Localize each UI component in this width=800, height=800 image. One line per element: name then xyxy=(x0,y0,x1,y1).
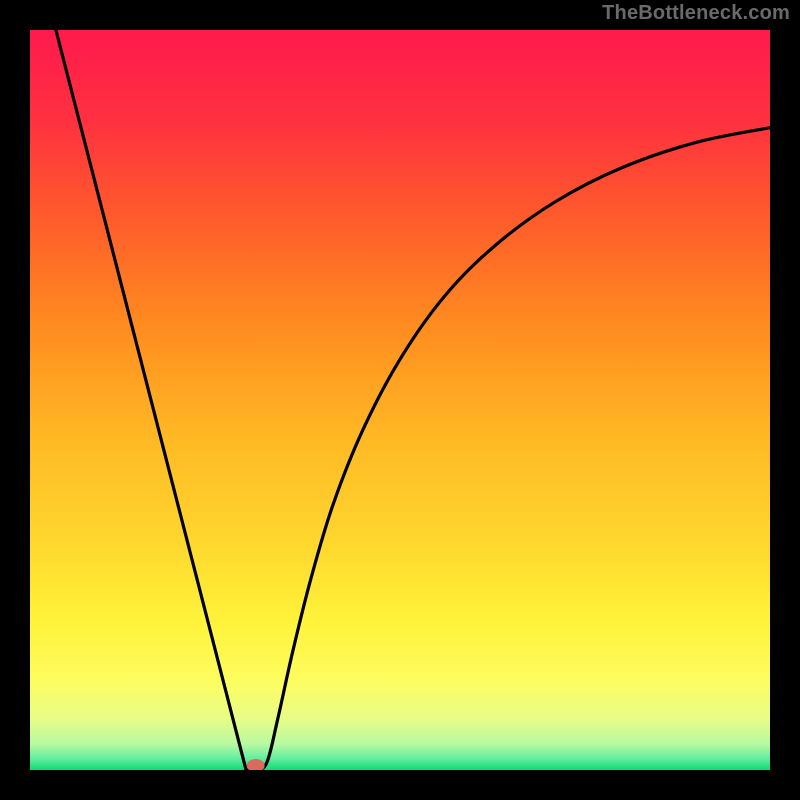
chart-container: TheBottleneck.com xyxy=(0,0,800,800)
attribution-text: TheBottleneck.com xyxy=(602,2,790,25)
bottleneck-chart xyxy=(0,0,800,800)
plot-background xyxy=(30,30,770,770)
